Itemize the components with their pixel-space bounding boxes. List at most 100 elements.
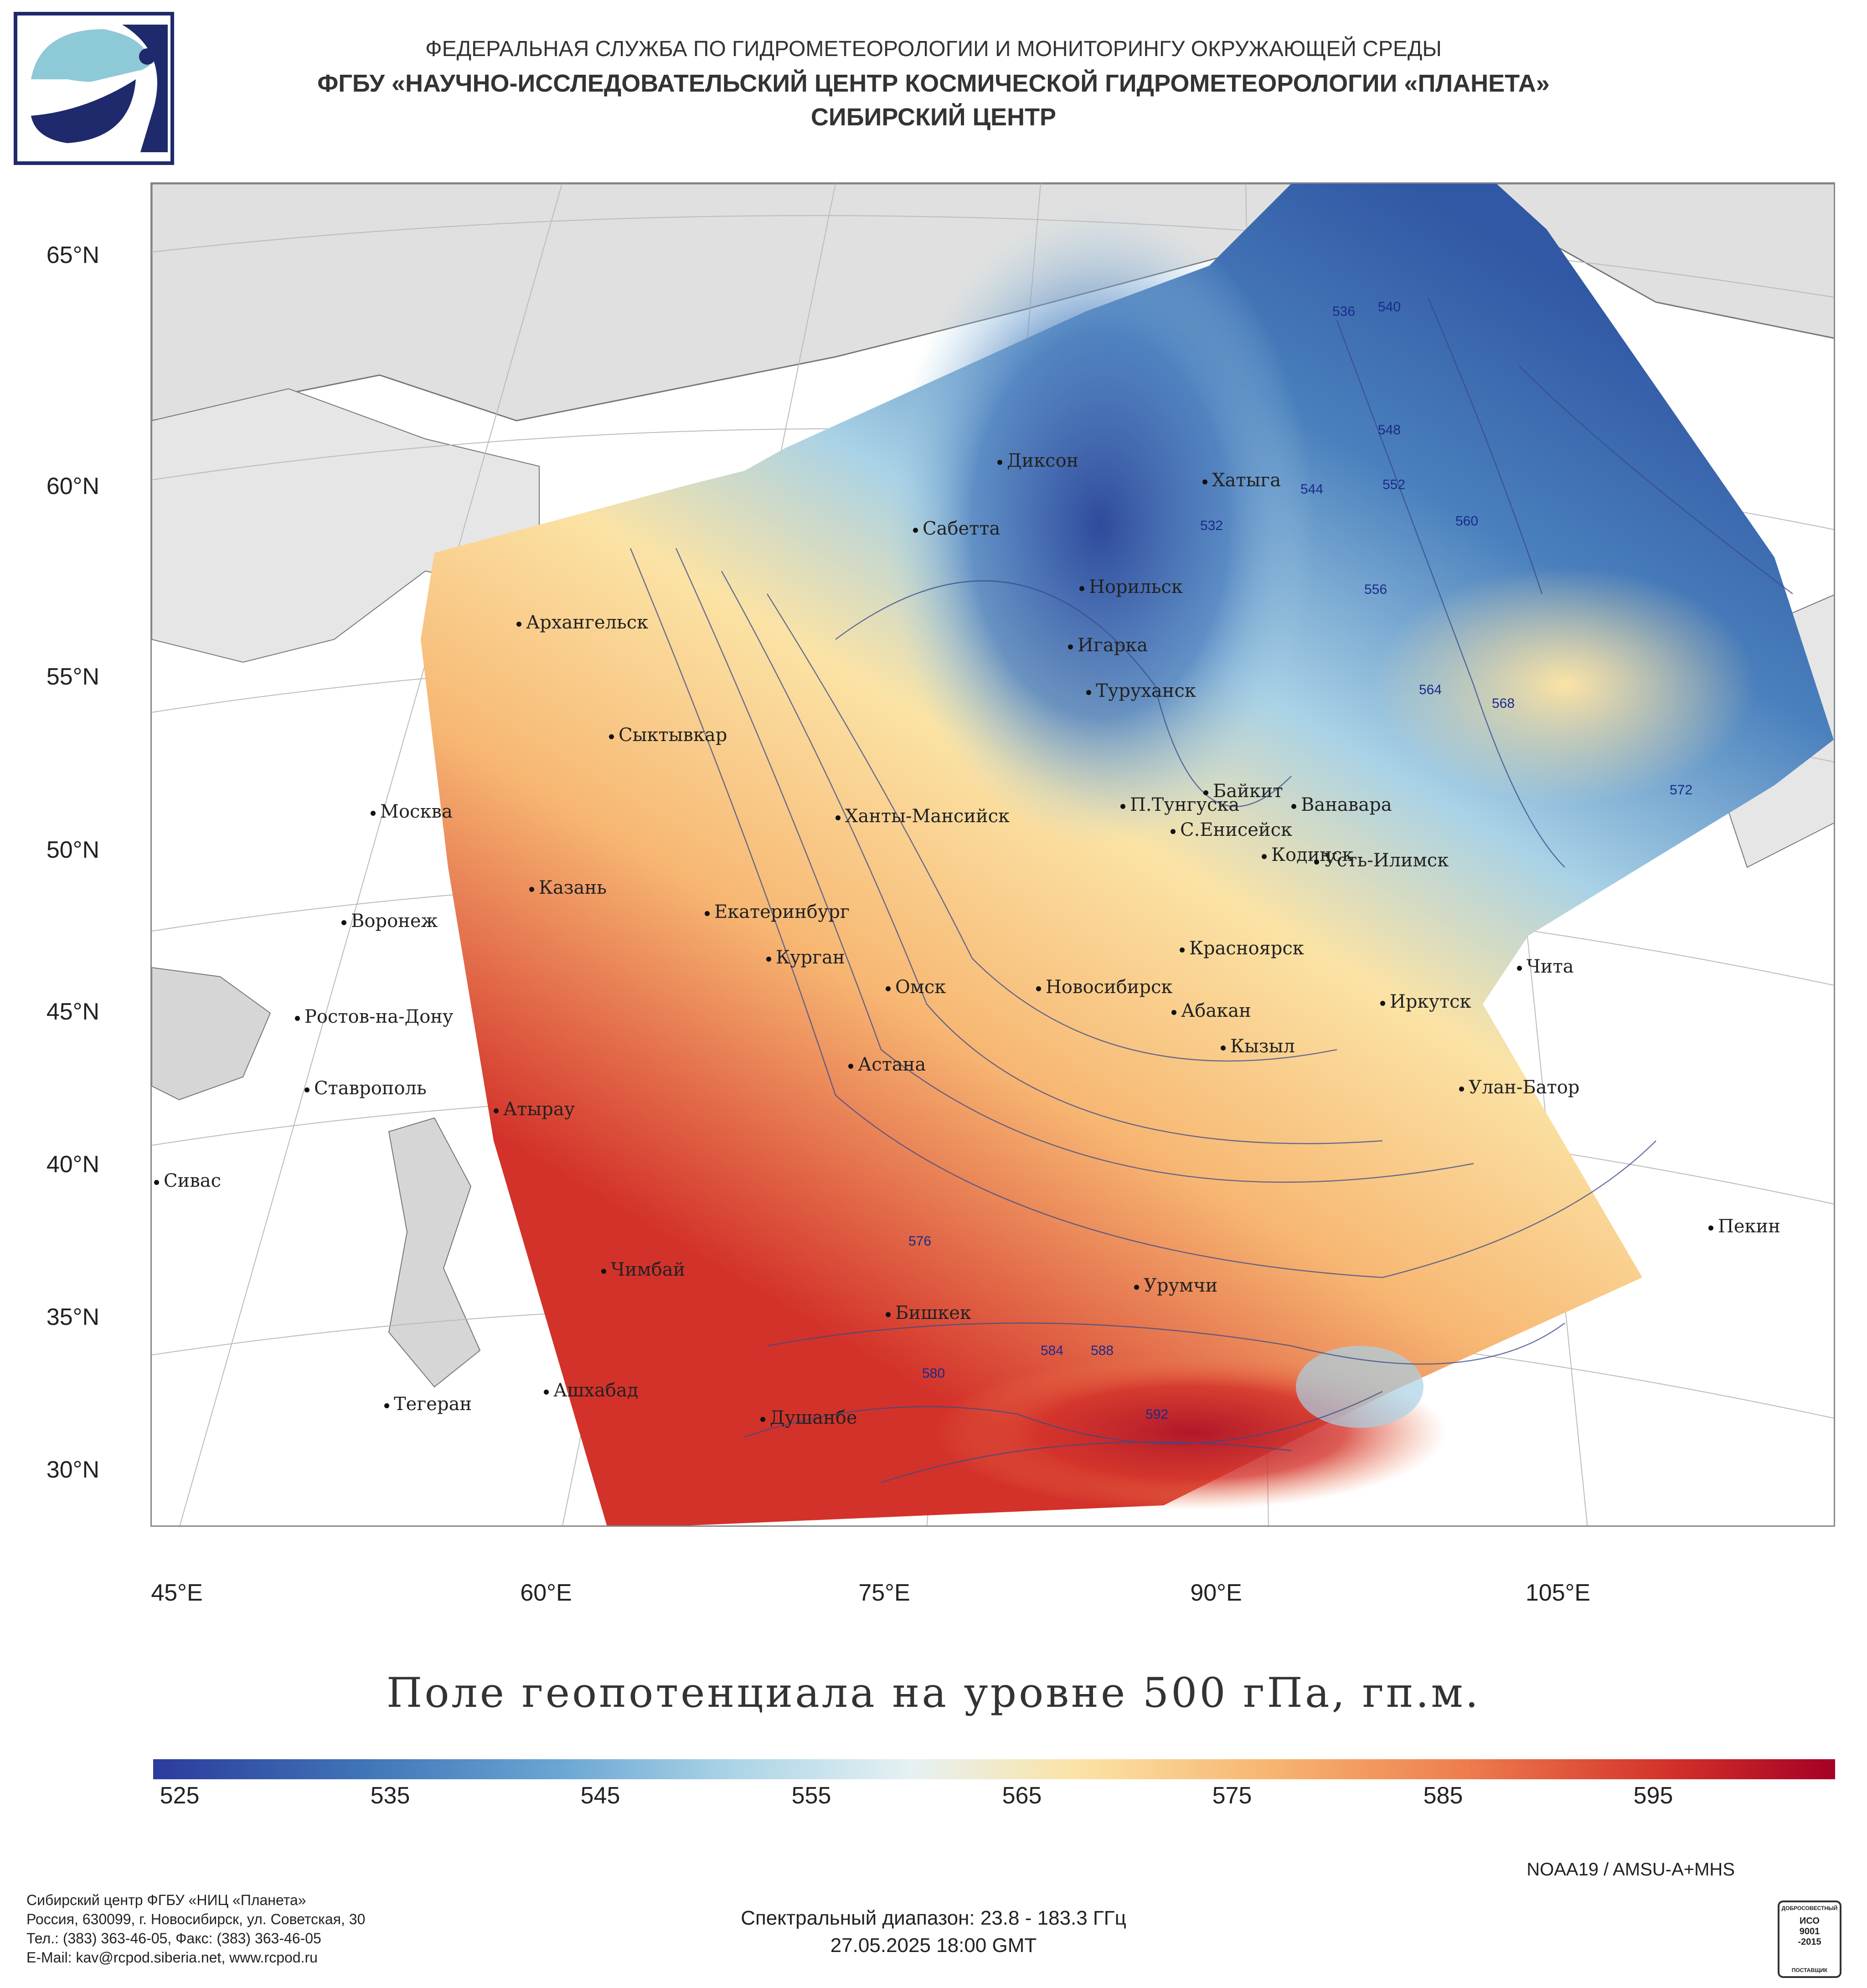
contour-label: 580 [922, 1366, 945, 1381]
lat-label: 30°N [46, 1457, 99, 1483]
header-institute: ФГБУ «НАУЧНО-ИССЛЕДОВАТЕЛЬСКИЙ ЦЕНТР КОС… [317, 70, 1550, 97]
geopotential-field [421, 184, 1834, 1525]
city-label: С.Енисейск [1171, 819, 1292, 840]
satellite-instrument: NOAA19 / AMSU-A+MHS [1527, 1859, 1735, 1880]
colorbar-tick: 535 [370, 1782, 410, 1809]
cold-spot [1296, 1346, 1423, 1428]
city-label: Усть-Илимск [1314, 850, 1449, 871]
contour-label: 548 [1378, 422, 1401, 438]
contour-label: 576 [908, 1234, 931, 1249]
lat-label: 40°N [46, 1151, 99, 1178]
lat-label: 60°N [46, 473, 99, 500]
lon-label: 75°E [858, 1580, 910, 1606]
colorbar-tick: 545 [580, 1782, 620, 1809]
city-label: Кызыл [1221, 1036, 1295, 1057]
contour-label: 536 [1332, 304, 1355, 319]
city-label: Чимбай [601, 1259, 685, 1280]
city-label: Красноярск [1180, 938, 1304, 959]
city-label: Урумчи [1134, 1275, 1217, 1296]
city-label: Воронеж [341, 911, 438, 932]
city-label: Ханты-Мансийск [836, 806, 1010, 827]
contour-label: 572 [1670, 783, 1692, 798]
city-label: Ванавара [1291, 794, 1392, 815]
lat-label: 55°N [46, 664, 99, 690]
address-line: E-Mail: kav@rcpod.siberia.net, www.rcpod… [26, 1949, 318, 1966]
map-title: Поле геопотенциала на уровне 500 гПа, гп… [386, 1669, 1481, 1717]
lat-label: 50°N [46, 837, 99, 863]
contour-label: 552 [1382, 477, 1405, 492]
lon-label: 60°E [520, 1580, 572, 1606]
city-label: Иркутск [1380, 991, 1471, 1012]
city-label: Душанбе [760, 1407, 857, 1428]
colorbar-tick: 595 [1633, 1782, 1673, 1809]
colorbar [153, 1759, 1835, 1779]
geopotential-map: 536 540 548 544 552 560 532 556 564 568 … [150, 182, 1835, 1527]
contact-address: Сибирский центр ФГБУ «НИЦ «Планета» Росс… [26, 1890, 365, 1967]
sea-caspian [388, 1117, 481, 1388]
city-label: Игарка [1068, 635, 1148, 656]
city-label: Астана [848, 1054, 926, 1075]
warm-east [1373, 567, 1756, 803]
city-label: Тегеран [384, 1394, 472, 1415]
city-label: Сыктывкар [609, 725, 727, 746]
contour-label: 564 [1419, 682, 1442, 697]
city-label: Кодинск [1262, 845, 1353, 865]
contour-label: 544 [1300, 482, 1323, 497]
city-label: Екатеринбург [705, 901, 850, 922]
city-label: Москва [371, 801, 453, 822]
city-label: Курган [766, 947, 845, 968]
city-label: Чита [1517, 956, 1574, 977]
address-line: Россия, 630099, г. Новосибирск, ул. Сове… [26, 1911, 366, 1927]
city-label: Казань [529, 877, 607, 898]
city-label: Новосибирск [1036, 977, 1172, 998]
colorbar-tick: 525 [160, 1782, 200, 1809]
contour-label: 584 [1041, 1343, 1063, 1358]
city-label: Пекин [1708, 1216, 1780, 1237]
city-label: Диксон [997, 450, 1078, 471]
city-label: Сивас [154, 1170, 221, 1191]
sea-black [152, 967, 271, 1101]
city-label: Туруханск [1086, 680, 1196, 701]
city-label: Ашхабад [544, 1380, 638, 1401]
address-line: Тел.: (383) 363-46-05, Факс: (383) 363-4… [26, 1930, 321, 1947]
planeta-logo-icon [14, 12, 174, 165]
city-label: П.Тунгуска [1120, 794, 1239, 815]
spectral-range: Спектральный диапазон: 23.8 - 183.3 ГГц [741, 1907, 1126, 1929]
lon-label: 105°E [1525, 1580, 1591, 1606]
city-label: Норильск [1079, 577, 1183, 597]
contour-label: 540 [1378, 299, 1401, 314]
city-label: Байкит [1203, 781, 1283, 802]
map-canvas: 536 540 548 544 552 560 532 556 564 568 … [152, 184, 1834, 1525]
observation-datetime: 27.05.2025 18:00 GMT [830, 1934, 1037, 1957]
city-label: Сабетта [913, 518, 1000, 539]
contour-label: 532 [1200, 518, 1223, 533]
city-label: Омск [886, 977, 946, 998]
iso-badge-icon: ДОБРОСОВЕСТНЫЙ ИСО 9001 -2015 ПОСТАВЩИК [1778, 1900, 1841, 1978]
city-label: Хатыга [1202, 470, 1281, 491]
lat-label: 35°N [46, 1304, 99, 1330]
colorbar-tick: 555 [791, 1782, 831, 1809]
address-line: Сибирский центр ФГБУ «НИЦ «Планета» [26, 1892, 306, 1908]
lon-label: 90°E [1190, 1580, 1242, 1606]
header-agency: ФЕДЕРАЛЬНАЯ СЛУЖБА ПО ГИДРОМЕТЕОРОЛОГИИ … [425, 37, 1442, 61]
city-label: Ставрополь [304, 1078, 427, 1099]
colorbar-tick: 585 [1423, 1782, 1463, 1809]
contour-label: 592 [1145, 1407, 1168, 1422]
cold-core [886, 206, 1314, 845]
city-label: Улан-Батор [1459, 1077, 1579, 1098]
contour-label: 556 [1364, 582, 1387, 597]
city-label: Архангельск [516, 612, 648, 633]
lon-label: 45°E [151, 1580, 203, 1606]
city-label: Ростов-на-Дону [295, 1006, 453, 1027]
colorbar-tick: 575 [1212, 1782, 1252, 1809]
lat-label: 65°N [46, 242, 99, 268]
city-label: Бишкек [886, 1303, 971, 1324]
city-label: Атырау [494, 1099, 575, 1120]
city-label: Абакан [1171, 1000, 1251, 1021]
header-center: СИБИРСКИЙ ЦЕНТР [810, 103, 1057, 131]
contour-label-group: 536 540 548 544 552 560 532 556 564 568 … [908, 299, 1692, 1422]
colorbar-tick: 565 [1002, 1782, 1042, 1809]
contour-lines [629, 297, 1793, 1483]
contour-label: 588 [1091, 1343, 1114, 1358]
contour-label: 560 [1455, 514, 1478, 529]
